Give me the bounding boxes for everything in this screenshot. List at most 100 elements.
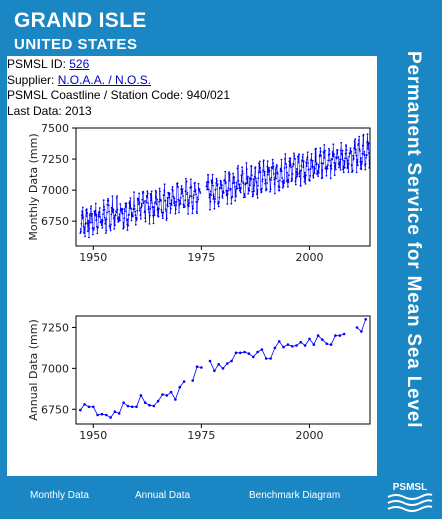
data-point bbox=[208, 359, 212, 363]
monthly-data-point bbox=[144, 220, 147, 223]
monthly-data-point bbox=[302, 160, 305, 162]
monthly-data-point bbox=[129, 197, 132, 199]
data-point bbox=[200, 366, 203, 369]
monthly-data-point bbox=[150, 199, 153, 202]
monthly-data-point bbox=[165, 219, 168, 221]
monthly-data-point bbox=[206, 188, 209, 191]
annual-data-link[interactable]: Annual Data bbox=[135, 490, 191, 501]
monthly-data-point bbox=[127, 224, 130, 227]
monthly-data-point bbox=[341, 158, 344, 161]
monthly-data-point bbox=[164, 208, 167, 211]
monthly-data-point bbox=[94, 202, 97, 205]
monthly-data-point bbox=[174, 200, 177, 203]
monthly-data-point bbox=[160, 199, 162, 202]
monthly-data-point bbox=[293, 154, 296, 157]
monthly-data-point bbox=[170, 199, 173, 201]
monthly-data-point bbox=[165, 217, 168, 220]
monthly-data-point bbox=[311, 166, 314, 169]
data-point bbox=[256, 350, 259, 354]
monthly-data-point bbox=[232, 172, 235, 175]
monthly-data-point bbox=[278, 186, 281, 189]
monthly-data-link[interactable]: Monthly Data bbox=[30, 490, 89, 501]
monthly-data-point bbox=[242, 182, 245, 185]
monthly-data-point bbox=[109, 227, 112, 229]
psmsl-logo[interactable]: PSMSL bbox=[384, 479, 436, 515]
monthly-data-point bbox=[108, 210, 110, 213]
monthly-data-point bbox=[346, 157, 348, 160]
monthly-data-point bbox=[111, 211, 114, 214]
monthly-data-point bbox=[249, 184, 251, 187]
data-point bbox=[161, 393, 164, 396]
monthly-data-point bbox=[113, 228, 116, 230]
monthly-data-point bbox=[109, 229, 112, 232]
monthly-data-point bbox=[138, 192, 140, 195]
monthly-data-point bbox=[157, 215, 160, 218]
monthly-data-point bbox=[147, 205, 150, 208]
monthly-data-point bbox=[166, 197, 169, 199]
x-tick-label: 1975 bbox=[187, 429, 215, 442]
series-line bbox=[356, 319, 367, 333]
monthly-data-point bbox=[87, 221, 90, 224]
monthly-data-point bbox=[148, 223, 151, 225]
monthly-data-point bbox=[156, 208, 159, 211]
logo-wave-1 bbox=[387, 493, 433, 500]
monthly-data-point bbox=[363, 150, 366, 153]
monthly-data-point bbox=[309, 174, 312, 177]
monthly-data-point bbox=[294, 158, 296, 160]
monthly-data-point bbox=[344, 157, 346, 160]
monthly-data-point bbox=[210, 194, 213, 197]
monthly-data-point bbox=[208, 193, 211, 196]
monthly-data-point bbox=[260, 190, 263, 193]
monthly-data-point bbox=[212, 184, 214, 187]
monthly-data-point bbox=[333, 174, 336, 176]
monthly-data-point bbox=[207, 181, 210, 184]
data-point bbox=[243, 350, 246, 354]
data-point bbox=[92, 405, 95, 409]
data-point bbox=[334, 334, 337, 337]
monthly-data-point bbox=[304, 183, 307, 185]
monthly-data-point bbox=[274, 192, 276, 195]
monthly-data-point bbox=[233, 176, 236, 179]
data-point bbox=[290, 345, 294, 348]
monthly-data-point bbox=[142, 202, 145, 205]
data-point bbox=[191, 379, 194, 382]
monthly-data-point bbox=[141, 205, 143, 207]
monthly-data-point bbox=[343, 160, 346, 163]
monthly-data-point bbox=[167, 205, 169, 208]
monthly-data-point bbox=[240, 180, 243, 182]
monthly-data-point bbox=[349, 147, 352, 150]
monthly-data-point bbox=[147, 202, 149, 204]
monthly-data-point bbox=[323, 144, 326, 146]
monthly-data-point bbox=[161, 217, 164, 220]
station-country: UNITED STATES bbox=[14, 36, 138, 53]
monthly-data-point bbox=[162, 211, 165, 214]
monthly-data-point bbox=[187, 205, 190, 208]
supplier-link[interactable]: N.O.A.A. / N.O.S. bbox=[57, 72, 152, 87]
data-point bbox=[87, 405, 91, 409]
monthly-data-point bbox=[155, 203, 158, 206]
monthly-data-point bbox=[328, 149, 331, 152]
monthly-data-point bbox=[106, 211, 108, 214]
monthly-data-point bbox=[116, 217, 119, 220]
monthly-data-point bbox=[222, 191, 225, 194]
monthly-data-point bbox=[155, 197, 157, 199]
monthly-data-point bbox=[356, 164, 359, 167]
monthly-data-point bbox=[272, 162, 274, 165]
monthly-data-point bbox=[205, 181, 208, 184]
monthly-data-point bbox=[102, 199, 105, 202]
data-point bbox=[316, 334, 320, 337]
monthly-data-point bbox=[89, 221, 91, 224]
monthly-data-point bbox=[214, 198, 217, 200]
data-point bbox=[252, 355, 255, 359]
monthly-data-point bbox=[323, 151, 325, 154]
logo-wave-3 bbox=[387, 505, 433, 512]
monthly-data-point bbox=[269, 190, 272, 193]
benchmark-diagram-link[interactable]: Benchmark Diagram bbox=[249, 490, 341, 501]
monthly-data-point bbox=[361, 160, 363, 163]
station-info: PSMSL ID: 526 Supplier: N.O.A.A. / N.O.S… bbox=[7, 57, 230, 119]
plot-frame bbox=[75, 127, 371, 247]
psmsl-id-link[interactable]: 526 bbox=[69, 57, 90, 71]
monthly-data-point bbox=[196, 212, 199, 215]
monthly-data-point bbox=[103, 206, 105, 208]
monthly-data-point bbox=[237, 165, 240, 167]
